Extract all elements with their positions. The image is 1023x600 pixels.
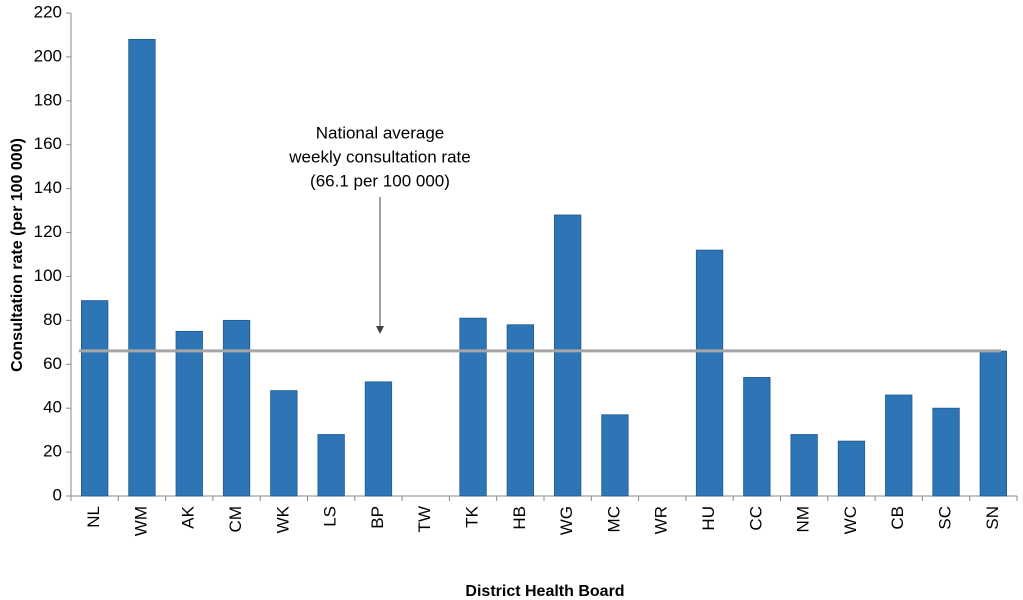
x-tick-label: HU [699, 506, 718, 531]
bar [554, 214, 582, 497]
bar [932, 407, 960, 497]
bar [128, 38, 156, 497]
bar [81, 300, 109, 497]
y-tick-label: 140 [34, 178, 62, 197]
y-tick-label: 0 [53, 485, 62, 504]
x-axis-title: District Health Board [465, 583, 624, 600]
y-axis-title: Consultation rate (per 100 000) [9, 138, 26, 372]
x-tick-label: AK [179, 505, 198, 528]
y-tick-label: 20 [43, 442, 62, 461]
arrow-head [376, 326, 384, 334]
x-tick-label: WK [273, 505, 292, 533]
x-tick-label: LS [321, 506, 340, 527]
x-tick-label: SC [936, 506, 955, 530]
x-tick-label: TK [463, 505, 482, 527]
bar [790, 434, 818, 497]
bar [601, 414, 629, 497]
bar [979, 350, 1007, 497]
x-tick-label: WR [652, 506, 671, 534]
bar [459, 317, 487, 497]
bar [364, 381, 393, 497]
y-tick-label: 200 [34, 46, 62, 65]
x-tick-label: TW [415, 506, 434, 532]
y-tick-label: 220 [34, 2, 62, 21]
x-tick-label: CC [746, 506, 765, 531]
x-tick-label: WC [841, 506, 860, 534]
bar [270, 390, 298, 497]
bar [175, 330, 203, 497]
y-tick-label: 180 [34, 90, 62, 109]
bar [743, 377, 771, 497]
y-tick-label: 40 [43, 398, 62, 417]
y-tick-label: 100 [34, 266, 62, 285]
annotation-text: weekly consultation rate [288, 147, 470, 166]
x-tick-label: WG [557, 506, 576, 535]
x-tick-label: CM [226, 506, 245, 532]
x-tick-label: CB [888, 506, 907, 530]
y-tick-label: 80 [43, 310, 62, 329]
x-tick-label: HB [510, 506, 529, 530]
bar [695, 249, 724, 497]
bar [885, 394, 913, 497]
bar [222, 319, 251, 497]
x-tick-label: MC [604, 506, 623, 532]
x-tick-label: BP [368, 506, 387, 529]
bar [317, 434, 345, 497]
bar [837, 440, 866, 497]
x-tick-label: NL [84, 506, 103, 528]
y-tick-label: 160 [34, 134, 62, 153]
y-tick-label: 120 [34, 222, 62, 241]
bar [506, 324, 534, 497]
x-tick-label: NM [794, 506, 813, 532]
y-tick-label: 60 [43, 354, 62, 373]
annotation-text: (66.1 per 100 000) [310, 171, 450, 190]
x-tick-label: WM [131, 506, 150, 536]
annotation-text: National average [316, 123, 445, 142]
x-tick-label: SN [983, 506, 1002, 530]
